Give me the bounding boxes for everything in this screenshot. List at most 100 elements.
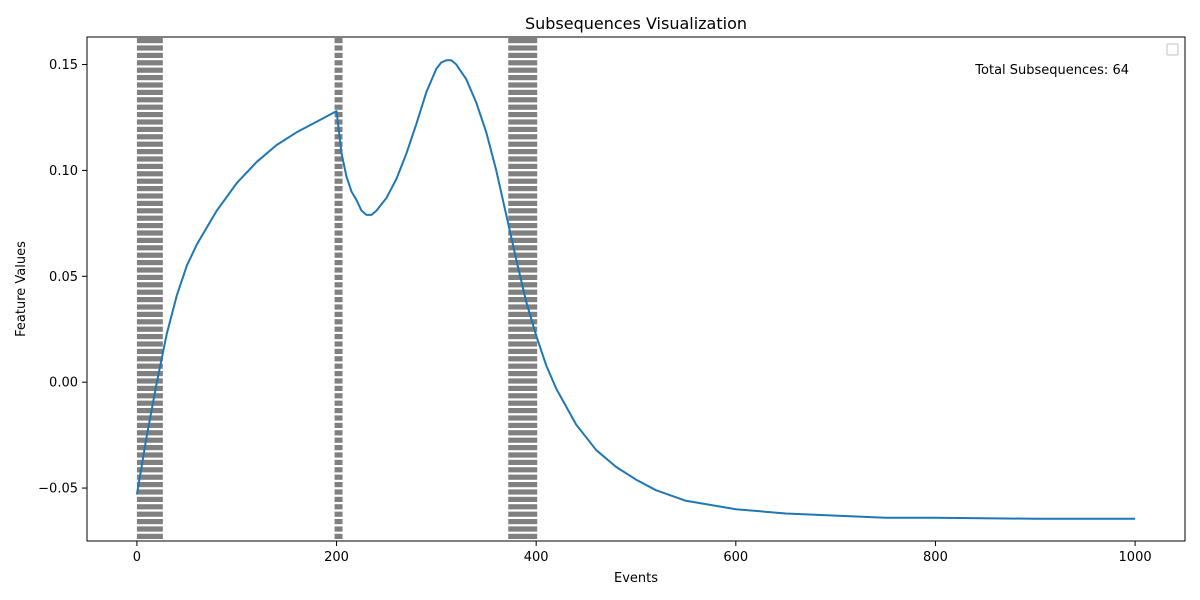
x-tick-label: 1000 [1119, 550, 1152, 565]
shade-stripe [136, 371, 163, 377]
shade-stripe [334, 104, 343, 110]
shade-stripe [136, 223, 163, 229]
shade-stripe [136, 215, 163, 221]
shade-stripe [334, 200, 343, 206]
shade-stripe [136, 341, 163, 347]
shade-stripe [136, 171, 163, 177]
shade-stripe [334, 526, 343, 532]
shade-stripe [334, 163, 343, 169]
shaded-region-1 [334, 38, 343, 539]
shade-stripe [334, 193, 343, 199]
shade-stripe [136, 496, 163, 502]
shade-stripe [136, 467, 163, 473]
shade-stripe [508, 437, 538, 443]
shade-stripe [136, 193, 163, 199]
shade-stripe [334, 348, 343, 354]
shade-stripe [334, 519, 343, 525]
shade-stripe [508, 141, 538, 147]
shade-stripe [136, 519, 163, 525]
shade-stripe [508, 526, 538, 532]
shade-stripe [136, 104, 163, 110]
shade-stripe [334, 334, 343, 340]
shade-stripe [508, 149, 538, 155]
shade-stripe [508, 496, 538, 502]
shade-stripe [334, 489, 343, 495]
shade-stripe [334, 178, 343, 184]
shade-stripe [508, 430, 538, 436]
shade-stripe [508, 422, 538, 428]
shade-stripe [334, 452, 343, 458]
shade-stripe [508, 230, 538, 236]
shade-stripe [508, 400, 538, 406]
shade-stripe [508, 45, 538, 51]
shade-stripe [136, 489, 163, 495]
shade-stripe [508, 245, 538, 251]
shade-stripe [334, 282, 343, 288]
shade-stripe [334, 186, 343, 192]
shade-stripe [334, 245, 343, 251]
shade-stripe [334, 504, 343, 510]
shade-stripe [334, 459, 343, 465]
shade-stripe [136, 134, 163, 140]
y-tick-label: 0.15 [49, 58, 78, 73]
shade-stripe [136, 297, 163, 303]
shade-stripe [334, 371, 343, 377]
shade-stripe [136, 319, 163, 325]
shade-stripe [508, 104, 538, 110]
shade-stripe [136, 482, 163, 488]
shade-stripe [136, 430, 163, 436]
shade-stripe [136, 400, 163, 406]
shade-stripe [508, 156, 538, 162]
shade-stripe [508, 223, 538, 229]
shade-stripe [334, 511, 343, 517]
shade-stripe [508, 75, 538, 81]
shade-stripe [334, 67, 343, 73]
shade-stripe [508, 200, 538, 206]
y-axis-label: Feature Values [14, 241, 29, 337]
shade-stripe [334, 134, 343, 140]
shade-stripe [136, 75, 163, 81]
shade-stripe [136, 156, 163, 162]
shade-stripe [508, 38, 538, 44]
shade-stripe [136, 445, 163, 451]
shade-stripe [136, 326, 163, 332]
shade-stripe [508, 208, 538, 214]
shade-stripe [136, 260, 163, 266]
series-line-0 [135, 59, 1136, 520]
shade-stripe [136, 348, 163, 354]
shade-stripe [136, 385, 163, 391]
shade-stripe [334, 252, 343, 258]
series-layer [135, 59, 1136, 520]
shade-stripe [508, 533, 538, 539]
shaded-region-2 [508, 38, 538, 539]
shade-stripe [508, 459, 538, 465]
shade-stripe [508, 267, 538, 273]
shade-stripe [508, 193, 538, 199]
shade-stripe [508, 82, 538, 88]
shade-stripe [136, 267, 163, 273]
shade-stripe [136, 186, 163, 192]
shade-stripe [508, 112, 538, 118]
shade-stripe [508, 237, 538, 243]
x-tick-label: 600 [723, 550, 748, 565]
shade-stripe [136, 526, 163, 532]
shade-stripe [136, 378, 163, 384]
shade-stripe [334, 230, 343, 236]
shade-stripe [508, 89, 538, 95]
shade-stripe [136, 237, 163, 243]
shade-stripe [334, 533, 343, 539]
shade-stripe [334, 75, 343, 81]
shade-stripe [334, 60, 343, 66]
shade-stripe [334, 89, 343, 95]
shade-stripe [508, 504, 538, 510]
shade-stripe [508, 511, 538, 517]
shade-stripe [508, 67, 538, 73]
shade-stripe [136, 408, 163, 414]
x-axis-ticks: 0 200 400 600 800 1000 [133, 541, 1152, 565]
shade-stripe [508, 467, 538, 473]
shade-stripe [136, 60, 163, 66]
shade-stripe [334, 156, 343, 162]
shade-stripe [508, 519, 538, 525]
shade-stripe [136, 141, 163, 147]
shade-stripe [508, 134, 538, 140]
